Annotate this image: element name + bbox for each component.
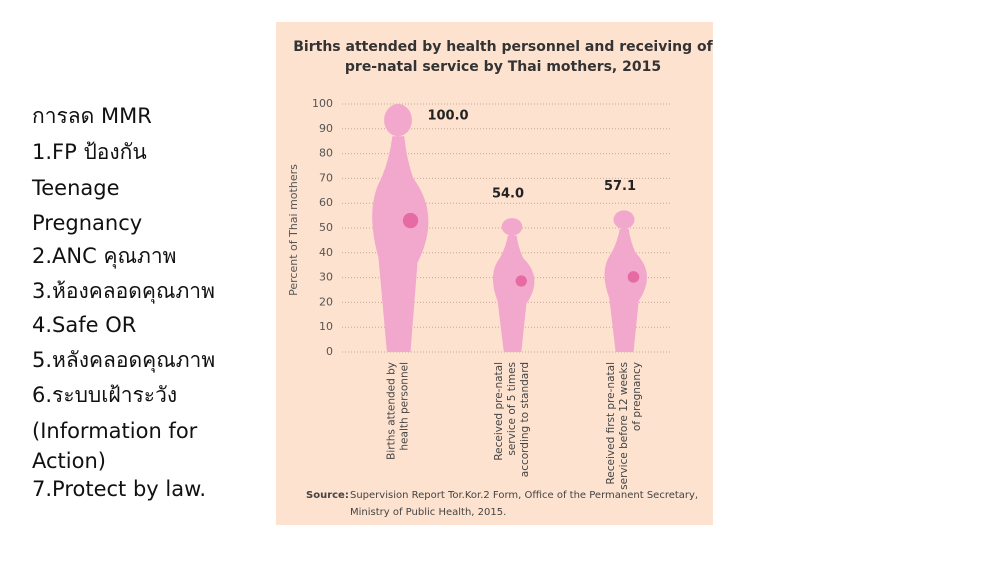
x-tick-label: Received pre-natalservice of 5 timesacco…	[493, 362, 531, 477]
y-tick-label: 90	[319, 122, 333, 135]
bar	[372, 104, 429, 352]
y-tick-label: 80	[319, 147, 333, 160]
source-label: Source:	[306, 490, 349, 501]
y-tick-label: 60	[319, 196, 333, 209]
slide-text-line: 1.FP ป้องกัน	[32, 140, 147, 164]
x-tick-label: Received first pre-natalservice before 1…	[605, 362, 643, 490]
x-tick-label: Births attended byhealth personnel	[386, 362, 411, 460]
y-tick-label: 100	[312, 97, 333, 110]
value-label: 100.0	[427, 109, 468, 124]
slide-text-line: Action)	[32, 449, 106, 473]
slide-text-line: (Information for	[32, 419, 198, 443]
y-tick-label: 0	[326, 345, 333, 358]
slide-text-line: การลด MMR	[32, 104, 152, 128]
y-tick-label: 20	[319, 295, 333, 308]
slide-text-line: 7.Protect by law.	[32, 477, 206, 501]
y-tick-label: 10	[319, 320, 333, 333]
slide-text-line: 5.หลังคลอดคุณภาพ	[32, 348, 215, 373]
source-text: Supervision Report Tor.Kor.2 Form, Offic…	[350, 490, 698, 518]
bar	[492, 218, 535, 352]
y-tick-label: 30	[319, 271, 333, 284]
bar	[604, 210, 647, 352]
slide-text-line: 4.Safe OR	[32, 313, 136, 337]
bar-decoration	[402, 212, 419, 229]
slide-text-line: 3.ห้องคลอดคุณภาพ	[32, 279, 215, 304]
y-tick-label: 50	[319, 221, 333, 234]
slide-text-line: Teenage	[31, 176, 120, 200]
slide-text-line: 2.ANC คุณภาพ	[32, 244, 176, 269]
value-label: 54.0	[492, 187, 524, 202]
slide-text-line: Pregnancy	[32, 211, 142, 235]
chart-title: Births attended by health personnel and …	[293, 39, 713, 75]
slide-text-line: 6.ระบบเฝ้าระวัง	[32, 383, 177, 407]
y-tick-label: 40	[319, 246, 333, 259]
y-axis-label: Percent of Thai mothers	[287, 164, 300, 296]
bar-decoration	[627, 271, 640, 283]
y-tick-label: 70	[319, 171, 333, 184]
bar-decoration	[515, 275, 527, 287]
value-label: 57.1	[604, 179, 636, 194]
